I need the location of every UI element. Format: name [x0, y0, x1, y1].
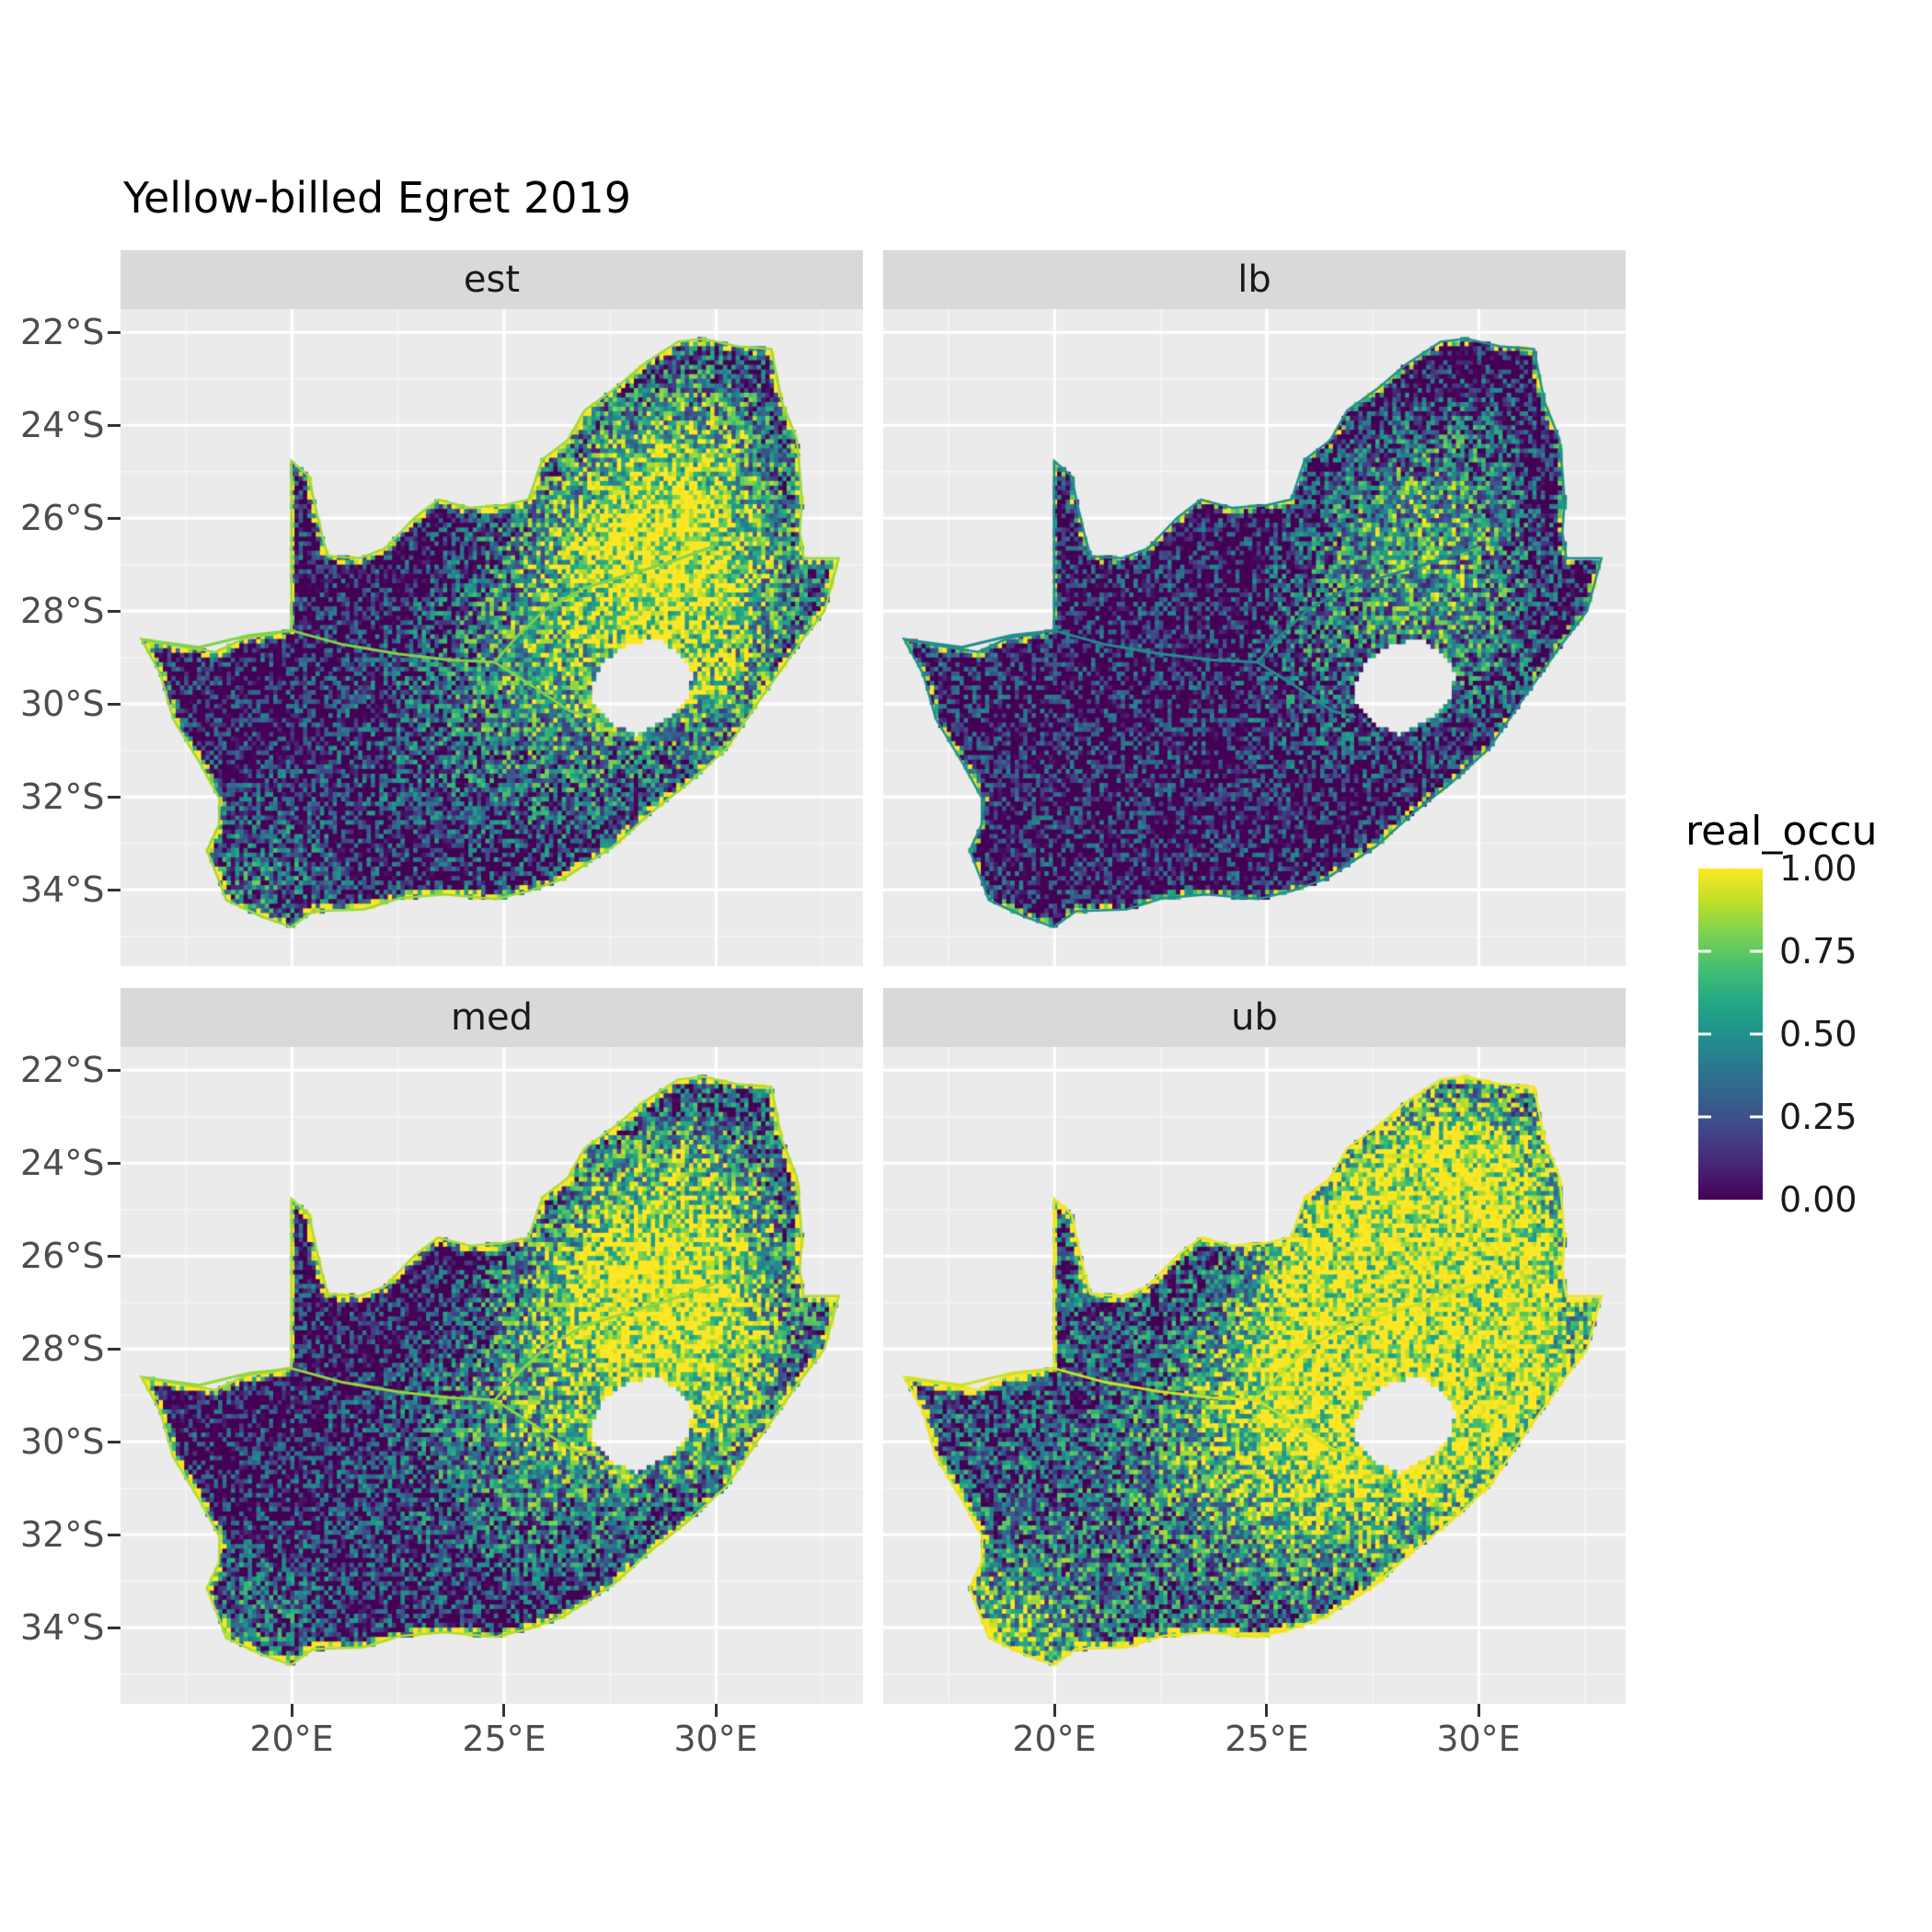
axis-tick-y [108, 1348, 121, 1351]
map-panel-ub [883, 1047, 1626, 1704]
axis-tick-y [108, 889, 121, 891]
x-axis-label: 20°E [1012, 1719, 1097, 1759]
legend-title: real_occu [1685, 808, 1878, 855]
axis-tick-y [108, 1162, 121, 1165]
axis-tick-y [108, 1534, 121, 1536]
axis-tick-y [108, 610, 121, 613]
axis-tick-y [108, 331, 121, 334]
facet-strip-label: est [463, 259, 521, 301]
y-axis-label: 26°S [20, 1236, 105, 1276]
y-axis-label: 34°S [20, 1607, 105, 1648]
legend-tick-label: 0.75 [1779, 931, 1857, 972]
facet-strip-lb: lb [883, 250, 1626, 309]
legend-tick-label: 0.50 [1779, 1014, 1857, 1054]
axis-tick-x [502, 1704, 505, 1717]
legend-tick-mark [1698, 1032, 1711, 1036]
facet-strip-label: ub [1231, 996, 1278, 1039]
axis-tick-x [1053, 1704, 1056, 1717]
y-axis-label: 26°S [20, 498, 105, 538]
axis-tick-y [108, 424, 121, 427]
y-axis-label: 22°S [20, 312, 105, 352]
map-panel-lb [883, 309, 1626, 966]
facet-strip-ub: ub [883, 988, 1626, 1047]
legend-tick-mark [1698, 1115, 1711, 1119]
x-axis-label: 30°E [673, 1719, 758, 1759]
legend-tick-mark [1750, 1115, 1763, 1119]
axis-tick-y [108, 703, 121, 706]
axis-tick-y [108, 1441, 121, 1443]
y-axis-label: 28°S [20, 591, 105, 631]
x-axis-label: 25°E [462, 1719, 546, 1759]
axis-tick-y [108, 1255, 121, 1258]
x-axis-label: 25°E [1225, 1719, 1309, 1759]
y-axis-label: 22°S [20, 1050, 105, 1090]
y-axis-label: 24°S [20, 405, 105, 445]
axis-tick-y [108, 796, 121, 799]
map-panel-med [121, 1047, 863, 1704]
y-axis-label: 30°S [20, 684, 105, 724]
y-axis-label: 32°S [20, 776, 105, 817]
legend-tick-label: 1.00 [1779, 848, 1857, 889]
facet-strip-label: lb [1237, 259, 1271, 301]
facet-strip-label: med [451, 996, 533, 1039]
x-axis-label: 30°E [1436, 1719, 1521, 1759]
axis-tick-x [715, 1704, 718, 1717]
legend-tick-mark [1750, 1032, 1763, 1036]
x-axis-label: 20°E [249, 1719, 334, 1759]
y-axis-label: 34°S [20, 869, 105, 910]
legend-tick-label: 0.00 [1779, 1179, 1857, 1220]
axis-tick-x [1478, 1704, 1480, 1717]
axis-tick-x [291, 1704, 293, 1717]
axis-tick-y [108, 1069, 121, 1072]
y-axis-label: 28°S [20, 1328, 105, 1369]
map-panel-est [121, 309, 863, 966]
plot-title: Yellow-billed Egret 2019 [123, 173, 632, 223]
legend-colorbar [1698, 868, 1763, 1200]
facet-strip-med: med [121, 988, 863, 1047]
axis-tick-y [108, 517, 121, 520]
y-axis-label: 24°S [20, 1143, 105, 1183]
facet-strip-est: est [121, 250, 863, 309]
legend-tick-mark [1698, 949, 1711, 953]
legend-tick-mark [1750, 949, 1763, 953]
axis-tick-y [108, 1627, 121, 1629]
y-axis-label: 32°S [20, 1514, 105, 1555]
axis-tick-x [1265, 1704, 1268, 1717]
legend-tick-label: 0.25 [1779, 1097, 1857, 1137]
y-axis-label: 30°S [20, 1421, 105, 1462]
